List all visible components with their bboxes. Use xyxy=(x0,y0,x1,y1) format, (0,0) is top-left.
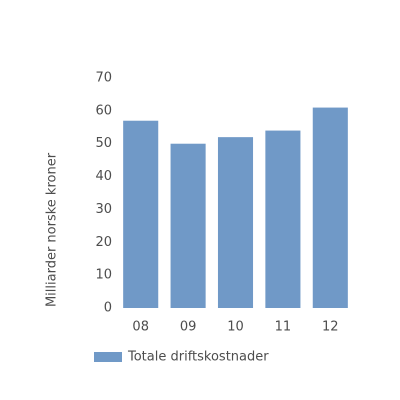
y-tick-label: 50 xyxy=(95,136,112,151)
y-axis-label: Milliarder norske kroner xyxy=(45,152,60,307)
y-tick-label: 40 xyxy=(95,169,112,184)
x-tick-label: 11 xyxy=(275,320,292,335)
bar xyxy=(312,107,348,308)
y-tick-label: 60 xyxy=(95,103,112,118)
x-tick-label: 12 xyxy=(322,320,339,335)
x-tick-label: 10 xyxy=(227,320,244,335)
x-tick-label: 09 xyxy=(180,320,197,335)
bar xyxy=(170,143,206,308)
y-tick-label: 20 xyxy=(95,235,112,250)
y-tick-label: 0 xyxy=(104,301,112,316)
y-tick-label: 70 xyxy=(95,71,112,86)
legend-swatch xyxy=(94,352,122,362)
bar xyxy=(123,120,159,308)
y-tick-label: 10 xyxy=(95,268,112,283)
y-tick-label: 30 xyxy=(95,202,112,217)
x-tick-label: 08 xyxy=(132,320,149,335)
bar xyxy=(265,130,301,308)
legend-label: Totale driftskostnader xyxy=(127,350,269,365)
bar xyxy=(217,137,254,308)
